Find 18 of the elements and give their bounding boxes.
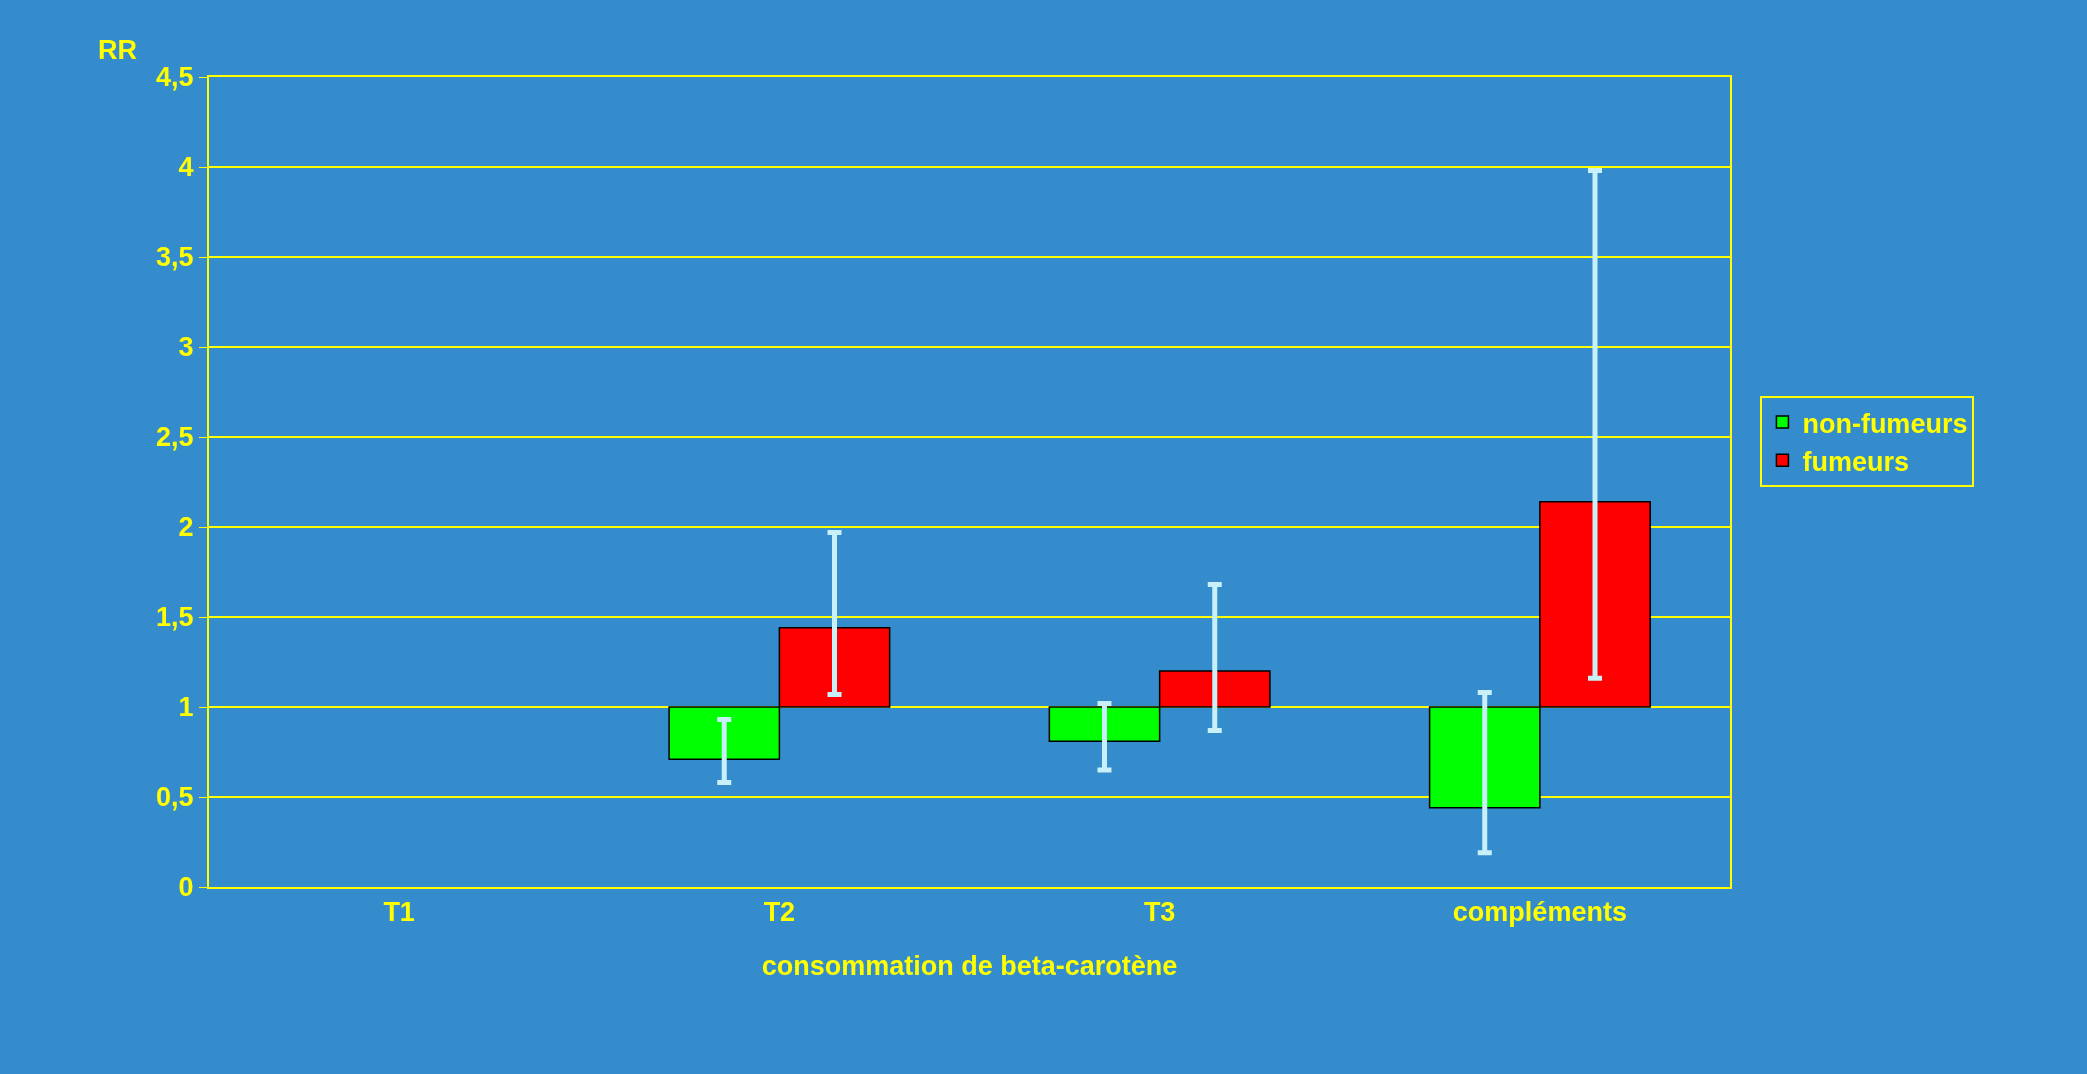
x-tick-label: T2 [763, 897, 796, 928]
y-tick-label: 0 [178, 872, 194, 903]
y-tick-label: 1 [178, 692, 194, 723]
y-tick-label: 3 [178, 332, 194, 363]
y-tick-label: 0,5 [156, 782, 194, 813]
y-tick-label: 2,5 [156, 422, 194, 453]
y-tick-label: 2 [178, 512, 194, 543]
y-tick-label: 4 [178, 152, 194, 183]
y-tick-label: 3,5 [156, 242, 194, 273]
legend-label: fumeurs [1802, 446, 1909, 477]
x-tick-label: T3 [1143, 897, 1176, 928]
x-tick-label: compléments [1452, 897, 1627, 928]
y-axis-title: RR [98, 35, 137, 65]
x-tick-label: T1 [383, 897, 415, 928]
y-tick-label: 1,5 [156, 602, 194, 633]
y-tick-label: 4,5 [156, 62, 194, 93]
legend-label: non-fumeurs [1802, 408, 1968, 439]
x-axis-title: consommation de beta-carotène [761, 951, 1178, 982]
